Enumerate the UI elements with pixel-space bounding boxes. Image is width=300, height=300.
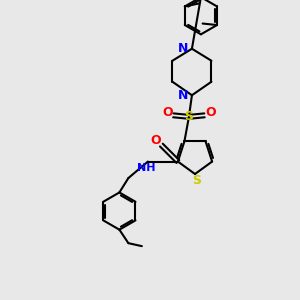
Text: NH: NH xyxy=(137,163,156,173)
Text: N: N xyxy=(178,42,189,55)
Text: O: O xyxy=(162,106,172,119)
Text: N: N xyxy=(178,89,189,102)
Text: O: O xyxy=(205,106,216,119)
Text: O: O xyxy=(151,134,161,147)
Text: S: S xyxy=(192,174,201,187)
Text: S: S xyxy=(184,110,194,123)
